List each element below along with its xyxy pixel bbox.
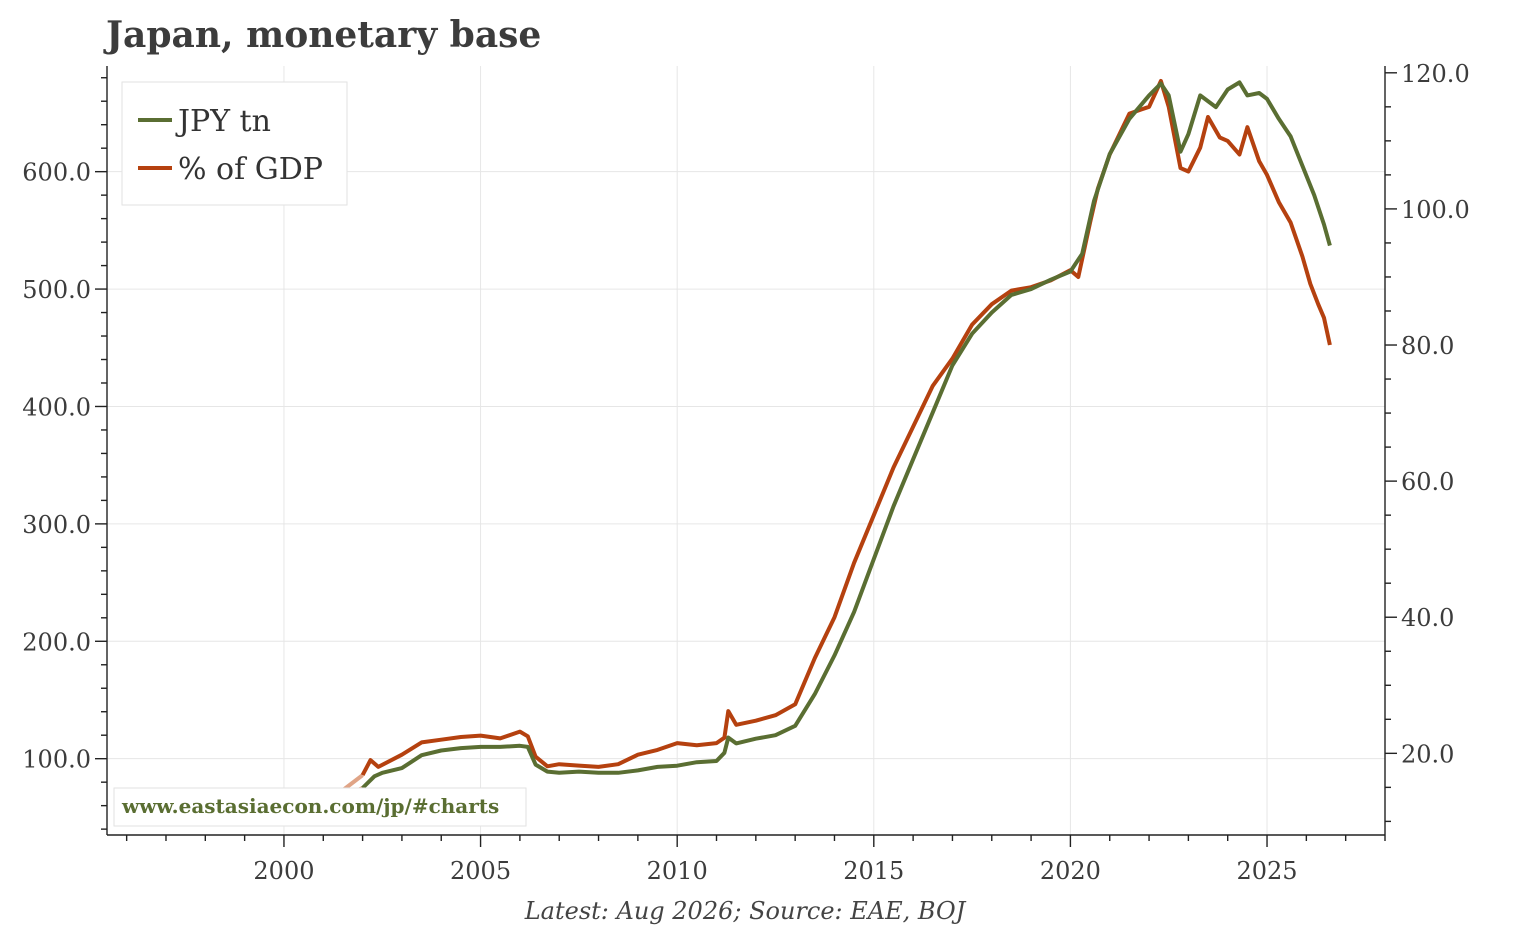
x-tick-label-2005: 2005	[450, 857, 511, 885]
y-right-tick-label-2: 60.0	[1401, 468, 1454, 496]
watermark-box	[113, 787, 527, 827]
y-left-tick-label-4: 500.0	[22, 276, 91, 304]
watermark-text: www.eastasiaecon.com/jp/#charts	[121, 794, 499, 818]
x-tick-label-2000: 2000	[253, 857, 314, 885]
y-right-tick-label-0: 20.0	[1401, 740, 1454, 768]
legend: JPY tn % of GDP	[121, 81, 348, 206]
legend-label-gdp: % of GDP	[178, 152, 323, 187]
chart-title: Japan, monetary base	[103, 14, 541, 56]
y-left-tick-label-5: 600.0	[22, 159, 91, 187]
y-right-tick-label-3: 80.0	[1401, 332, 1454, 360]
y-right-tick-label-1: 40.0	[1401, 604, 1454, 632]
y-left-tick-label-1: 200.0	[22, 628, 91, 656]
y-right-tick-label-4: 100.0	[1401, 196, 1470, 224]
x-tick-label-2010: 2010	[647, 857, 708, 885]
y-left-tick-label-3: 400.0	[22, 393, 91, 421]
legend-label-jpy: JPY tn	[175, 104, 271, 139]
x-tick-label-2025: 2025	[1236, 857, 1297, 885]
axes-layer: 2000 2005 2010 2015 2020 2025 100.0 200.0 300.0 4…	[22, 60, 1469, 885]
y-left-tick-label-0: 100.0	[22, 746, 91, 774]
legend-box	[121, 81, 348, 206]
source-note: Latest: Aug 2026; Source: EAE, BOJ	[524, 897, 967, 925]
series-line-gdp	[360, 79, 1332, 777]
series-line-jpy	[361, 80, 1332, 790]
y-right-tick-label-5: 120.0	[1401, 60, 1470, 88]
x-tick-label-2015: 2015	[843, 857, 904, 885]
x-tick-label-2020: 2020	[1040, 857, 1101, 885]
y-left-tick-label-2: 300.0	[22, 511, 91, 539]
